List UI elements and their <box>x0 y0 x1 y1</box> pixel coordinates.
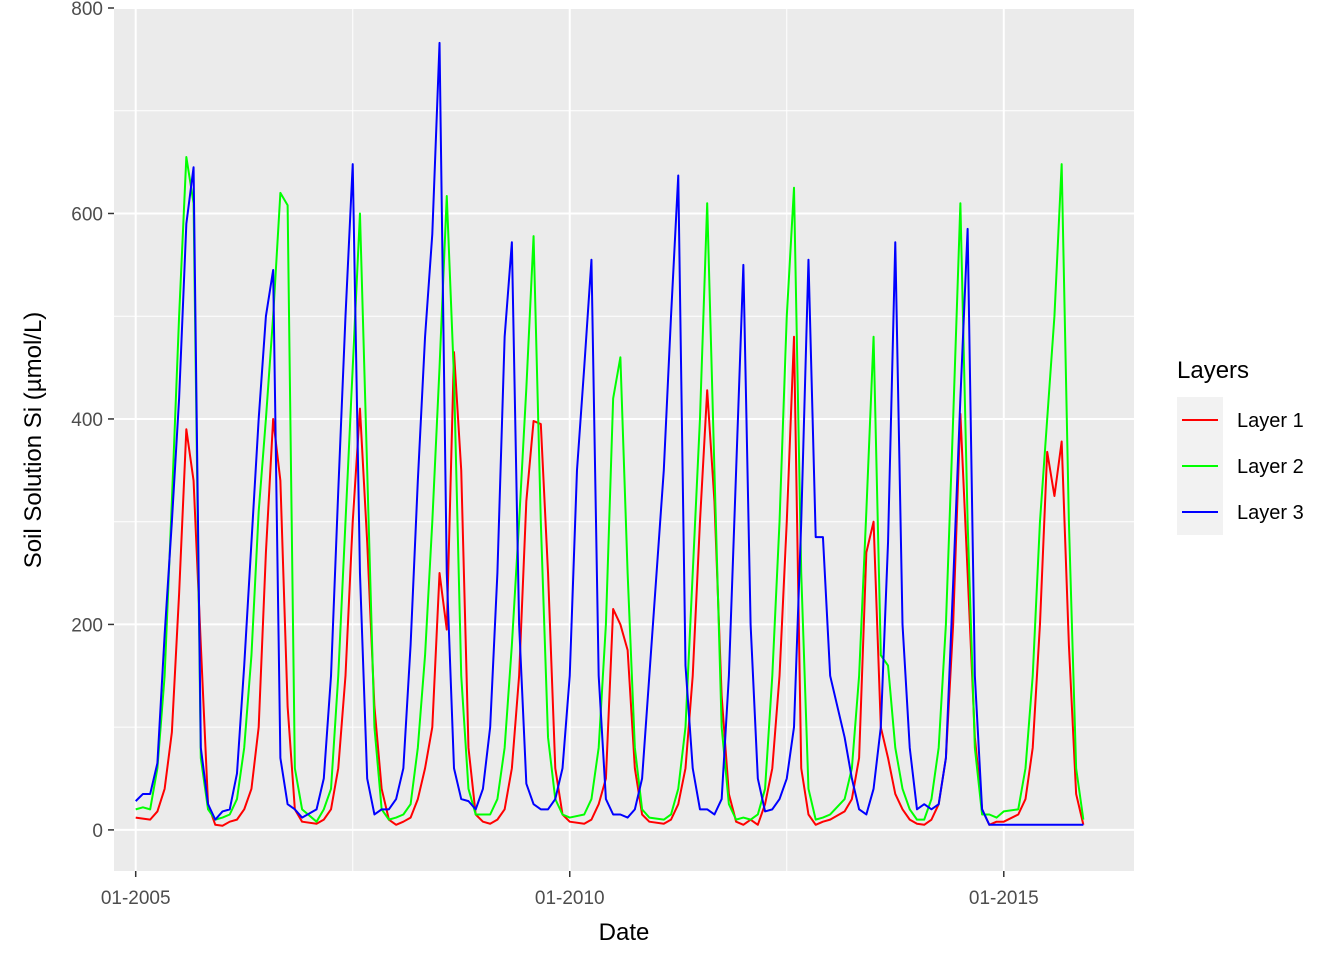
x-tick-label: 01-2015 <box>969 888 1039 909</box>
series-line-layer-3 <box>134 41 1084 826</box>
legend-label-layer-3: Layer 3 <box>1237 502 1304 524</box>
x-axis: 01-2005 01-2010 01-2015 <box>101 871 1039 909</box>
y-axis: 0 200 400 600 800 <box>71 0 114 842</box>
y-tick-label: 200 <box>71 615 103 636</box>
y-tick-label: 400 <box>71 410 103 431</box>
series-line-layer-1 <box>135 335 1085 827</box>
y-tick-label: 800 <box>71 0 103 20</box>
legend-label-layer-2: Layer 2 <box>1237 456 1304 478</box>
series-lines <box>134 41 1085 827</box>
y-tick-label: 600 <box>71 204 103 225</box>
y-axis-title: Soil Solution Si (µmol/L) <box>20 312 47 569</box>
legend-label-layer-1: Layer 1 <box>1237 410 1304 432</box>
minor-gridlines <box>114 8 1134 871</box>
legend: Layers Layer 1 Layer 2 Layer 3 <box>1177 357 1304 535</box>
x-tick-label: 01-2010 <box>535 888 605 909</box>
x-axis-title: Date <box>599 919 650 946</box>
y-tick-label: 0 <box>92 821 103 842</box>
series-line-layer-2 <box>135 155 1085 823</box>
legend-title: Layers <box>1177 357 1249 384</box>
x-tick-label: 01-2005 <box>101 888 171 909</box>
